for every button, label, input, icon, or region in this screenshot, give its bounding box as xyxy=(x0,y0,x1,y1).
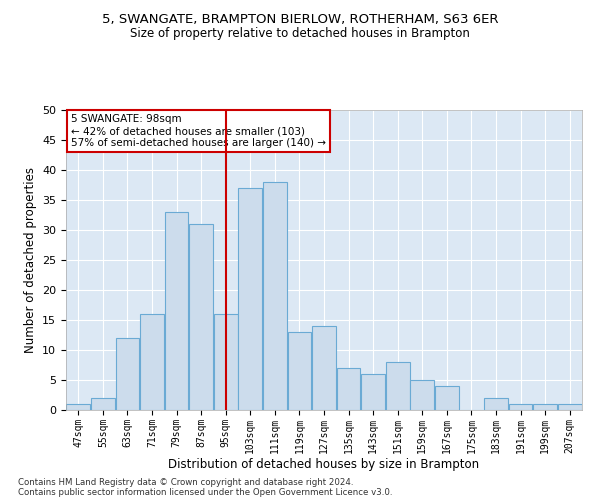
Bar xyxy=(533,404,557,410)
Bar xyxy=(435,386,458,410)
Text: 5, SWANGATE, BRAMPTON BIERLOW, ROTHERHAM, S63 6ER: 5, SWANGATE, BRAMPTON BIERLOW, ROTHERHAM… xyxy=(102,12,498,26)
Text: Size of property relative to detached houses in Brampton: Size of property relative to detached ho… xyxy=(130,28,470,40)
Bar xyxy=(190,224,213,410)
Y-axis label: Number of detached properties: Number of detached properties xyxy=(23,167,37,353)
Bar xyxy=(386,362,410,410)
Bar xyxy=(140,314,164,410)
X-axis label: Distribution of detached houses by size in Brampton: Distribution of detached houses by size … xyxy=(169,458,479,471)
Bar xyxy=(91,398,115,410)
Bar xyxy=(337,368,361,410)
Bar xyxy=(312,326,336,410)
Bar xyxy=(509,404,532,410)
Bar xyxy=(263,182,287,410)
Bar xyxy=(558,404,581,410)
Bar xyxy=(214,314,238,410)
Bar xyxy=(165,212,188,410)
Bar xyxy=(116,338,139,410)
Bar xyxy=(484,398,508,410)
Text: Contains HM Land Registry data © Crown copyright and database right 2024.: Contains HM Land Registry data © Crown c… xyxy=(18,478,353,487)
Bar xyxy=(238,188,262,410)
Bar xyxy=(67,404,90,410)
Text: 5 SWANGATE: 98sqm
← 42% of detached houses are smaller (103)
57% of semi-detache: 5 SWANGATE: 98sqm ← 42% of detached hous… xyxy=(71,114,326,148)
Bar xyxy=(410,380,434,410)
Bar xyxy=(361,374,385,410)
Text: Contains public sector information licensed under the Open Government Licence v3: Contains public sector information licen… xyxy=(18,488,392,497)
Bar xyxy=(287,332,311,410)
